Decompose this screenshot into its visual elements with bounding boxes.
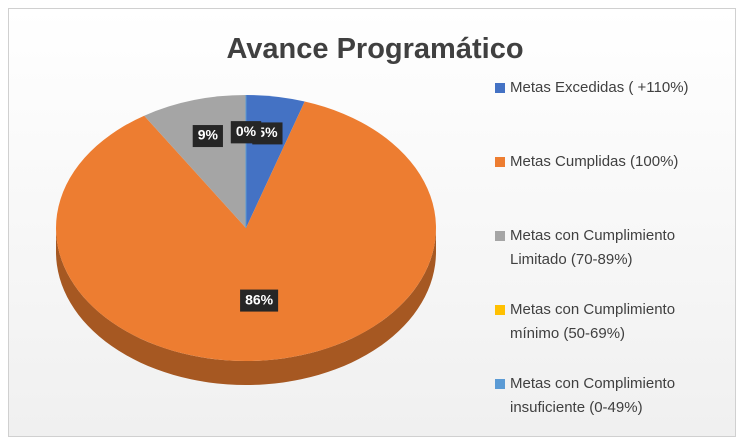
legend-item: Metas con Complimiento insuficiente (0-4… (490, 372, 725, 446)
legend-swatch (495, 379, 505, 389)
data-label-box (240, 289, 279, 312)
data-label-text: 86% (245, 291, 274, 307)
legend-label: Metas con Cumplimiento mínimo (50-69%) (510, 301, 676, 342)
legend-item: Metas Excedidas ( +110%) (490, 76, 725, 150)
legend-swatch (495, 231, 505, 241)
pie-side (56, 228, 436, 385)
data-label-box (230, 121, 262, 144)
data-label-text: 5% (257, 124, 278, 140)
legend-item: Metas con Cumplimiento mínimo (50-69%) (490, 298, 725, 372)
data-label: 9% (192, 125, 223, 148)
legend-label: Metas Cumplidas (100%) (510, 153, 679, 170)
data-label: 86% (240, 289, 279, 312)
legend-swatch (495, 305, 505, 315)
legend-label: Metas con Complimiento insuficiente (0-4… (510, 375, 676, 416)
legend-swatch (495, 157, 505, 167)
chart-title: Avance Programático (226, 33, 523, 65)
data-label-text: 0% (236, 123, 257, 139)
pie-slice (55, 101, 436, 361)
legend-label: Metas con Cumplimiento Limitado (70-89%) (510, 227, 676, 268)
legend: Metas Excedidas ( +110%) Metas Cumplidas … (490, 76, 725, 446)
data-label-box (192, 125, 223, 148)
legend-label: Metas Excedidas ( +110%) (510, 79, 689, 96)
legend-item: Metas con Cumplimiento Limitado (70-89%) (490, 224, 725, 298)
data-label-text: 9% (198, 127, 219, 143)
data-label: 0% (230, 121, 262, 144)
legend-item: Metas Cumplidas (100%) (490, 150, 725, 224)
legend-swatch (495, 83, 505, 93)
